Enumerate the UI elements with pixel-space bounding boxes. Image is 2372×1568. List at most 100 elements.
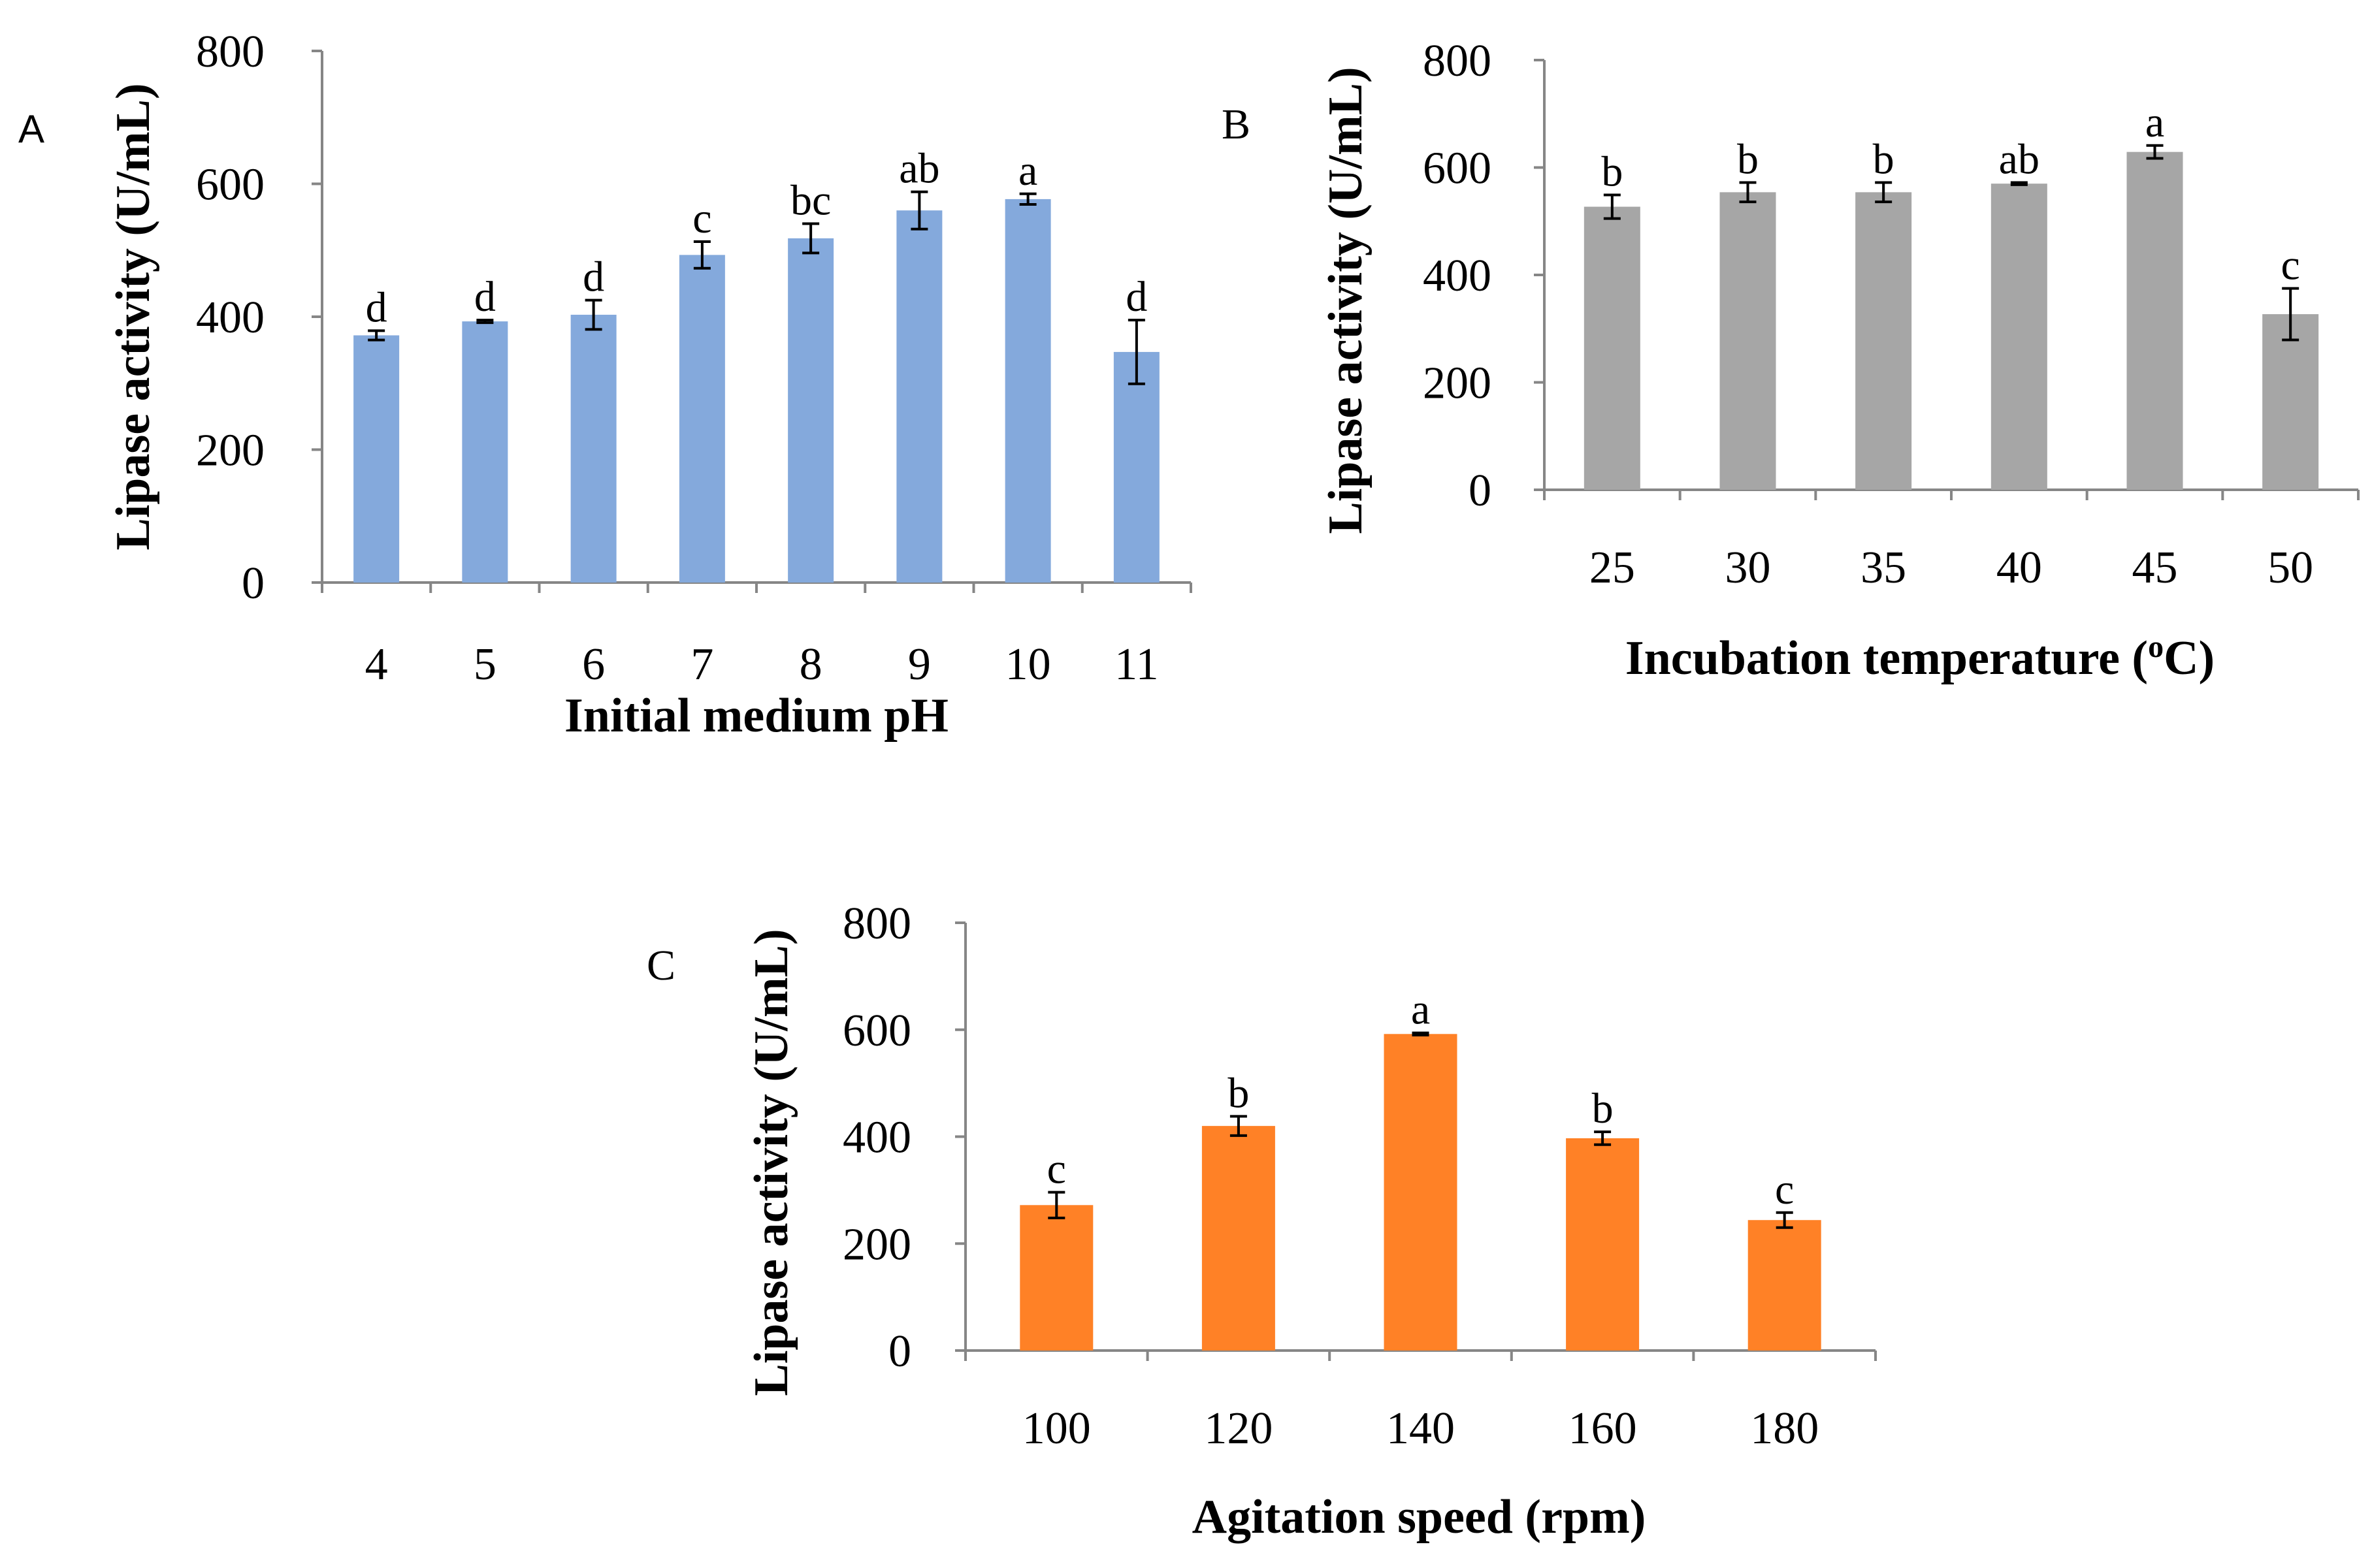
panel-a-y-tick-label: 600 <box>196 160 265 210</box>
panel-b-bar-30 <box>1719 192 1776 490</box>
panel-c-y-axis-title: Lipase activity (U/mL) <box>745 929 798 1396</box>
panel-a-bars: d d d c bc ab a d <box>353 145 1160 583</box>
panel-b-bar-50 <box>2262 314 2319 490</box>
panel-b-label: B <box>1222 101 1250 148</box>
panel-c-x-tick-label: 140 <box>1386 1403 1455 1454</box>
panel-c-bar-180 <box>1747 1220 1821 1351</box>
panel-b-y-tick-label: 800 <box>1423 36 1491 86</box>
panel-a-sig-letter: a <box>1018 147 1037 195</box>
panel-a-label: A <box>18 107 44 151</box>
panel-c-chart: C 0 200 400 600 800 c b a b c 100 120 140 160 180 Ag… <box>647 899 1877 1544</box>
panel-c-y-tick-label: 400 <box>843 1113 911 1163</box>
panel-a-x-axis-title: Initial medium pH <box>564 689 949 743</box>
panel-a-sig-letter: ab <box>899 145 939 193</box>
panel-c-y-ticks: 0 200 400 600 800 <box>843 899 966 1377</box>
panel-b-x-tick-label: 25 <box>1589 543 1635 593</box>
panel-b-error-bar-30 <box>1739 181 1757 204</box>
panel-a-chart: A 0 200 400 600 800 d d d c bc ab a d 4 5 6 7 8 9 10 11 In… <box>18 27 1192 743</box>
panel-a-sig-letter: bc <box>790 177 831 225</box>
panel-a-bar-4 <box>353 335 400 583</box>
panel-b-x-tick-label: 50 <box>2267 543 2313 593</box>
panel-a-error-bar-9 <box>911 190 928 231</box>
panel-c-x-ticks: 100 120 140 160 180 <box>964 1351 1877 1454</box>
panel-b-chart: B 0 200 400 600 800 b b b ab a c 25 30 35 40 45 50 Inc… <box>1222 36 2360 685</box>
panel-b-y-tick-label: 600 <box>1423 144 1491 194</box>
panel-b-bar-35 <box>1855 192 1912 490</box>
panel-c-label: C <box>647 942 675 989</box>
panel-b-x-axis-title: Incubation temperature (oC) <box>1625 630 2215 685</box>
panel-b-error-bar-35 <box>1875 181 1893 204</box>
panel-b-y-tick-label: 0 <box>1469 466 1491 516</box>
panel-c-sig-letter: b <box>1592 1085 1614 1132</box>
panel-b-sig-letter: a <box>2145 99 2164 146</box>
panel-a-x-tick-label: 7 <box>690 639 713 690</box>
panel-c-y-tick-label: 200 <box>843 1219 911 1270</box>
panel-a-x-ticks: 4 5 6 7 8 9 10 11 <box>321 583 1192 690</box>
panel-a-sig-letter: d <box>1126 273 1147 321</box>
panel-a-y-tick-label: 200 <box>196 426 265 476</box>
panel-a-sig-letter: d <box>366 283 387 331</box>
panel-b-y-ticks: 0 200 400 600 800 <box>1423 36 1544 516</box>
panel-c-sig-letter: b <box>1227 1069 1249 1117</box>
panel-c-bars: c b a b c <box>1020 986 1821 1351</box>
panel-c-error-bar-120 <box>1229 1115 1247 1137</box>
panel-c-sig-letter: a <box>1411 986 1430 1034</box>
panel-a-sig-letter: c <box>692 195 711 242</box>
panel-b-error-bar-50 <box>2282 287 2299 342</box>
panel-b-y-tick-label: 200 <box>1423 359 1491 409</box>
panel-b-bar-25 <box>1584 206 1640 490</box>
panel-a-x-tick-label: 6 <box>582 639 605 690</box>
panel-a-bar-10 <box>1005 199 1051 583</box>
panel-a-y-tick-label: 800 <box>196 27 265 77</box>
panel-a-x-tick-label: 8 <box>800 639 822 690</box>
panel-a-bar-11 <box>1113 351 1160 583</box>
panel-c-bar-100 <box>1020 1205 1094 1351</box>
panel-a-error-bar-7 <box>693 240 711 270</box>
panel-a-y-axis-title: Lipase activity (U/mL) <box>106 83 160 550</box>
panel-b-x-tick-label: 30 <box>1725 543 1771 593</box>
panel-b-x-axis-title-degree: o <box>2148 630 2164 664</box>
panel-a-error-bar-8 <box>802 222 820 255</box>
panel-b-sig-letter: b <box>1737 136 1759 184</box>
panel-b-error-bar-40 <box>2010 181 2028 186</box>
panel-a-x-tick-label: 11 <box>1114 639 1158 690</box>
panel-c-y-tick-label: 800 <box>843 899 911 949</box>
panel-a-x-tick-label: 5 <box>474 639 496 690</box>
panel-a-error-bar-4 <box>368 329 385 342</box>
panel-a-bar-9 <box>896 210 943 583</box>
panel-b-x-axis-title-unit: C) <box>2164 632 2215 685</box>
panel-b-x-tick-label: 45 <box>2132 543 2178 593</box>
panel-c-bar-140 <box>1384 1034 1457 1351</box>
panel-a-bar-8 <box>788 238 834 583</box>
panel-c-x-axis-title: Agitation speed (rpm) <box>1192 1490 1646 1544</box>
panel-a-error-bar-10 <box>1019 192 1037 206</box>
panel-b-sig-letter: b <box>1601 148 1623 195</box>
panel-b-x-tick-label: 40 <box>1996 543 2042 593</box>
panel-b-x-ticks: 25 30 35 40 45 50 <box>1543 490 2360 593</box>
panel-a-y-ticks: 0 200 400 600 800 <box>196 27 322 609</box>
panel-c-bar-120 <box>1201 1126 1275 1351</box>
panel-a-bar-7 <box>679 255 725 583</box>
panel-c-sig-letter: c <box>1047 1145 1066 1193</box>
panel-c-y-tick-label: 0 <box>888 1326 911 1377</box>
panel-b-y-axis-title: Lipase activity (U/mL) <box>1319 67 1373 534</box>
panel-c-error-bar-140 <box>1412 1031 1429 1036</box>
panel-b-bar-40 <box>1990 184 2047 490</box>
panel-b-sig-letter: c <box>2281 242 2300 289</box>
panel-a-sig-letter: d <box>474 273 496 321</box>
panel-b-error-bar-45 <box>2146 144 2164 160</box>
panel-a-error-bar-6 <box>585 298 602 331</box>
panel-a-sig-letter: d <box>583 253 604 301</box>
panel-b-sig-letter: ab <box>1999 136 2039 184</box>
panel-c-error-bar-100 <box>1048 1191 1065 1219</box>
panel-b-bars: b b b ab a c <box>1584 99 2319 490</box>
panel-c-x-tick-label: 180 <box>1750 1403 1819 1454</box>
panel-c-x-tick-label: 120 <box>1204 1403 1273 1454</box>
panel-a-y-tick-label: 400 <box>196 293 265 343</box>
panel-c-x-tick-label: 160 <box>1568 1403 1637 1454</box>
panel-b-error-bar-25 <box>1603 193 1621 220</box>
panel-c-x-tick-label: 100 <box>1022 1403 1091 1454</box>
panel-a-x-tick-label: 9 <box>908 639 931 690</box>
panel-c-bar-160 <box>1566 1138 1640 1351</box>
